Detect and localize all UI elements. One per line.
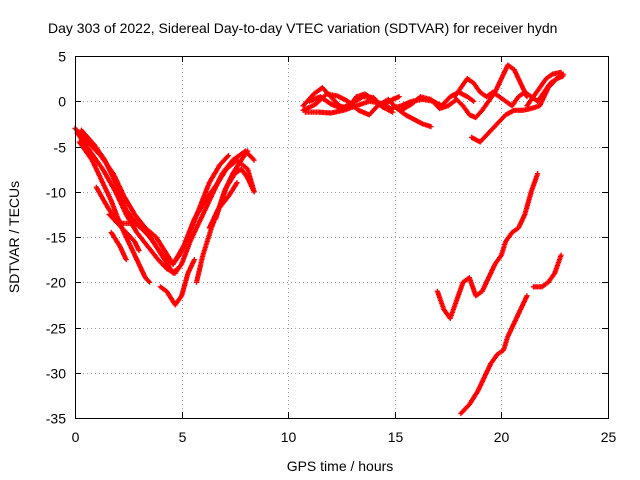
y-tick-label: 5 [58,49,66,65]
data-track [108,229,129,263]
x-tick-label: 5 [179,429,187,445]
x-tick-label: 20 [494,429,510,445]
x-tick-label: 15 [388,429,404,445]
chart-title: Day 303 of 2022, Sidereal Day-to-day VTE… [48,20,557,36]
data-track [398,62,530,121]
data-track [157,257,197,308]
data-track [213,148,251,222]
x-axis-label: GPS time / hours [287,458,394,474]
data-track [530,252,564,290]
track-markers [451,73,566,109]
data-track [451,73,566,109]
x-tick-label: 10 [281,429,297,445]
data-track [76,139,153,285]
y-tick-label: -30 [46,366,66,382]
track-markers [530,252,564,290]
y-tick-label: -25 [46,321,66,337]
data-track [306,94,396,115]
track-markers [524,69,564,109]
data-track [458,293,530,417]
y-tick-label: -35 [46,411,66,427]
track-markers [398,62,530,121]
x-tick-label: 25 [601,429,617,445]
data-track [434,171,541,321]
y-tick-label: -20 [46,275,66,291]
track-markers [157,257,197,308]
y-tick-label: 0 [58,94,66,110]
y-tick-label: -10 [46,185,66,201]
track-markers [106,211,142,254]
x-tick-label: 0 [72,429,80,445]
track-markers [76,139,153,285]
track-markers [300,91,434,130]
track-markers [213,148,251,222]
track-markers [306,94,396,115]
data-track [524,69,564,109]
data-track [106,211,142,254]
axis-ticks [75,56,609,419]
track-markers [458,293,530,417]
y-tick-label: -5 [54,140,67,156]
data-marks [72,62,566,417]
data-track [300,91,434,130]
grid [75,56,608,418]
track-markers [108,229,129,263]
y-axis-label: SDTVAR / TECUs [6,181,22,293]
tick-labels: 0 5 10 15 20 25 5 0 -5 -10 -15 -20 -25 -30 -35 [46,49,617,446]
track-markers [434,171,541,321]
y-tick-label: -15 [46,230,66,246]
